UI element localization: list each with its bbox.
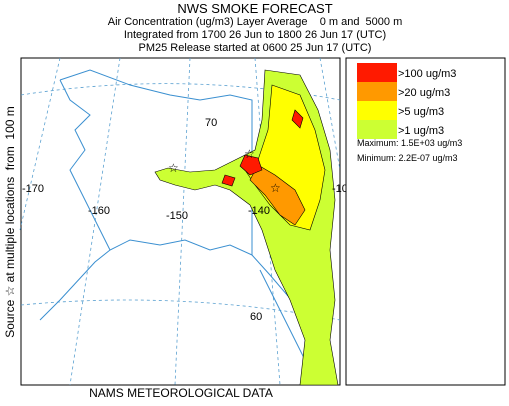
map-label: 70 [205, 117, 217, 129]
minimum: Minimum: 2.2E-07 ug/m3 [357, 153, 458, 163]
map-label: -150 [166, 210, 188, 222]
subtitle: Air Concentration (ug/m3) Layer Average … [108, 16, 403, 28]
title: NWS SMOKE FORECAST [177, 1, 332, 16]
map-label: -140 [248, 205, 270, 217]
source-star: ☆ [168, 161, 179, 175]
graticule [19, 57, 341, 386]
map-label: 60 [250, 311, 262, 323]
legend-swatch [357, 120, 397, 139]
source-star: ☆ [244, 147, 255, 161]
legend-swatch [357, 82, 397, 101]
legend-swatch [357, 101, 397, 120]
smoke-area-very-high [221, 109, 304, 187]
maximum: Maximum: 1.5E+03 ug/m3 [357, 138, 462, 148]
legend-label: >5 ug/m3 [398, 106, 444, 118]
legend-label: >100 ug/m3 [398, 68, 456, 80]
legend-swatch [357, 63, 397, 82]
legend-label: >20 ug/m3 [398, 87, 450, 99]
coastline [39, 69, 331, 386]
map-label: -160 [88, 205, 110, 217]
source-label: Source ☆ at multiple locations from 100 … [3, 106, 17, 338]
subtitle: Integrated from 1700 26 Jun to 1800 26 J… [124, 29, 386, 41]
legend: >100 ug/m3 >20 ug/m3 >5 ug/m3 >1 ug/m3 [357, 63, 456, 139]
map-label: -170 [22, 183, 44, 195]
legend-label: >1 ug/m3 [398, 125, 444, 137]
subtitle: PM25 Release started at 0600 25 Jun 17 (… [139, 42, 372, 54]
footer: NAMS METEOROLOGICAL DATA [89, 386, 273, 400]
map-area: ☆ ☆ ☆ [19, 57, 341, 386]
smoke-area-high [249, 164, 306, 226]
source-star: ☆ [270, 181, 281, 195]
